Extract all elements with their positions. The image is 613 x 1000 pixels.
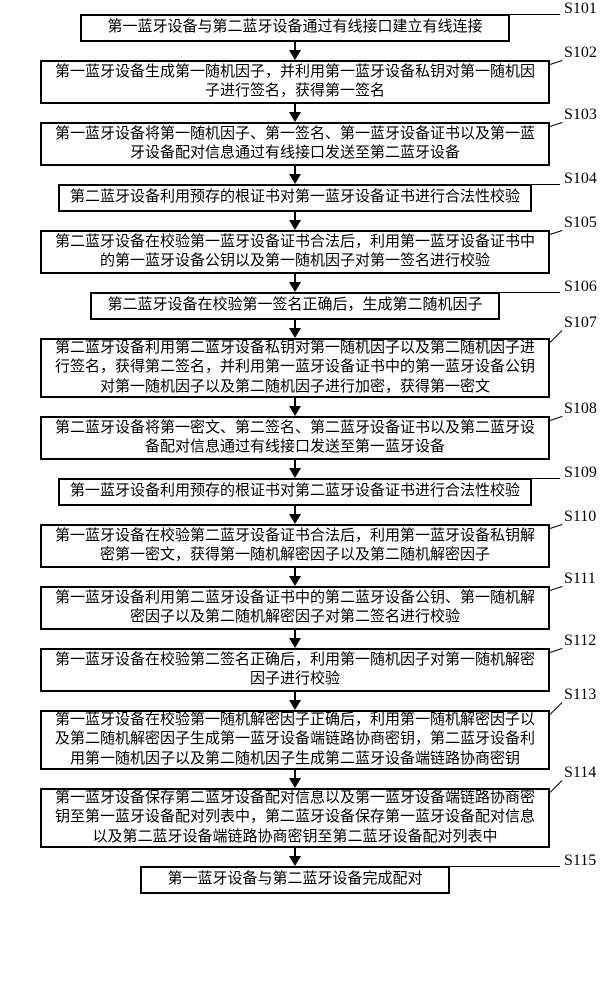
step-box-S107: 第二蓝牙设备利用第二蓝牙设备私钥对第一随机因子以及第二随机因子进行签名，获得第二… xyxy=(40,338,550,398)
step-text: 第一蓝牙设备生成第一随机因子，并利用第一蓝牙设备私钥对第一随机因子进行签名，获得… xyxy=(48,63,542,102)
step-box-S104: 第二蓝牙设备利用预存的根证书对第一蓝牙设备证书进行合法性校验 xyxy=(58,184,532,212)
step-label-S114: S114 xyxy=(564,764,596,782)
arrow-head-icon xyxy=(289,638,301,648)
step-text: 第一蓝牙设备在校验第二蓝牙设备证书合法后，利用第一蓝牙设备私钥解密第一密文，获得… xyxy=(48,527,542,566)
leader-line xyxy=(550,416,562,421)
arrow-head-icon xyxy=(289,50,301,60)
step-text: 第二蓝牙设备利用预存的根证书对第一蓝牙设备证书进行合法性校验 xyxy=(70,188,520,208)
leader-line xyxy=(550,780,563,793)
arrow-head-icon xyxy=(289,328,301,338)
step-text: 第一蓝牙设备保存第二蓝牙设备配对信息以及第一蓝牙设备端链路协商密钥至第一蓝牙设备… xyxy=(48,789,542,848)
leader-line xyxy=(550,330,563,343)
step-text: 第二蓝牙设备在校验第一签名正确后，生成第二随机因子 xyxy=(107,296,482,316)
leader-line xyxy=(550,648,562,653)
step-label-S107: S107 xyxy=(564,314,597,332)
step-label-S104: S104 xyxy=(564,170,597,188)
step-box-S113: 第一蓝牙设备在校验第一随机解密因子正确后，利用第一随机解密因子以及第二随机解密因… xyxy=(40,710,550,770)
step-text: 第一蓝牙设备在校验第一随机解密因子正确后，利用第一随机解密因子以及第二随机解密因… xyxy=(48,711,542,770)
leader-line xyxy=(550,60,562,65)
step-box-S115: 第一蓝牙设备与第二蓝牙设备完成配对 xyxy=(140,866,450,894)
step-box-S110: 第一蓝牙设备在校验第二蓝牙设备证书合法后，利用第一蓝牙设备私钥解密第一密文，获得… xyxy=(40,524,550,568)
step-text: 第一蓝牙设备将第一随机因子、第一签名、第一蓝牙设备证书以及第一蓝牙设备配对信息通… xyxy=(48,125,542,164)
step-label-S108: S108 xyxy=(564,400,597,418)
arrow-head-icon xyxy=(289,856,301,866)
step-label-S111: S111 xyxy=(564,570,596,588)
step-box-S112: 第一蓝牙设备在校验第二签名正确后，利用第一随机因子对第一随机解密因子进行校验 xyxy=(40,648,550,692)
leader-line xyxy=(532,184,560,185)
step-label-S110: S110 xyxy=(564,508,596,526)
step-box-S108: 第二蓝牙设备将第一密文、第二签名、第二蓝牙设备证书以及第二蓝牙设备配对信息通过有… xyxy=(40,416,550,460)
step-box-S106: 第二蓝牙设备在校验第一签名正确后，生成第二随机因子 xyxy=(90,292,500,320)
leader-line xyxy=(500,292,560,293)
step-text: 第一蓝牙设备与第二蓝牙设备通过有线接口建立有线连接 xyxy=(107,18,482,38)
leader-line xyxy=(550,586,562,591)
leader-line xyxy=(550,524,562,529)
step-box-S105: 第二蓝牙设备在校验第一蓝牙设备证书合法后，利用第一蓝牙设备证书中的第一蓝牙设备公… xyxy=(40,230,550,274)
arrow-head-icon xyxy=(289,406,301,416)
arrow-head-icon xyxy=(289,576,301,586)
arrow-head-icon xyxy=(289,514,301,524)
step-text: 第一蓝牙设备在校验第二签名正确后，利用第一随机因子对第一随机解密因子进行校验 xyxy=(48,651,542,690)
leader-line xyxy=(510,14,560,15)
step-box-S109: 第一蓝牙设备利用预存的根证书对第二蓝牙设备证书进行合法性校验 xyxy=(58,478,532,506)
leader-line xyxy=(550,702,563,715)
step-box-S111: 第一蓝牙设备利用第二蓝牙设备证书中的第二蓝牙设备公钥、第一随机解密因子以及第二随… xyxy=(40,586,550,630)
step-box-S114: 第一蓝牙设备保存第二蓝牙设备配对信息以及第一蓝牙设备端链路协商密钥至第一蓝牙设备… xyxy=(40,788,550,848)
step-label-S106: S106 xyxy=(564,278,597,296)
step-label-S115: S115 xyxy=(564,852,596,870)
arrow-head-icon xyxy=(289,778,301,788)
step-label-S102: S102 xyxy=(564,44,597,62)
arrow-head-icon xyxy=(289,282,301,292)
leader-line xyxy=(532,478,560,479)
arrow-head-icon xyxy=(289,700,301,710)
step-label-S105: S105 xyxy=(564,214,597,232)
step-label-S103: S103 xyxy=(564,106,597,124)
step-label-S112: S112 xyxy=(564,632,596,650)
arrow-head-icon xyxy=(289,468,301,478)
step-box-S101: 第一蓝牙设备与第二蓝牙设备通过有线接口建立有线连接 xyxy=(80,14,510,42)
leader-line xyxy=(550,122,562,127)
leader-line xyxy=(450,866,560,867)
flowchart-container: 第一蓝牙设备与第二蓝牙设备通过有线接口建立有线连接S101第一蓝牙设备生成第一随… xyxy=(0,0,613,10)
step-box-S102: 第一蓝牙设备生成第一随机因子，并利用第一蓝牙设备私钥对第一随机因子进行签名，获得… xyxy=(40,60,550,104)
step-label-S101: S101 xyxy=(564,0,597,18)
arrow-head-icon xyxy=(289,220,301,230)
step-text: 第二蓝牙设备在校验第一蓝牙设备证书合法后，利用第一蓝牙设备证书中的第一蓝牙设备公… xyxy=(48,233,542,272)
step-text: 第一蓝牙设备与第二蓝牙设备完成配对 xyxy=(167,870,422,890)
step-text: 第一蓝牙设备利用预存的根证书对第二蓝牙设备证书进行合法性校验 xyxy=(70,482,520,502)
step-text: 第二蓝牙设备将第一密文、第二签名、第二蓝牙设备证书以及第二蓝牙设备配对信息通过有… xyxy=(48,419,542,458)
arrow-head-icon xyxy=(289,112,301,122)
arrow-head-icon xyxy=(289,174,301,184)
step-label-S113: S113 xyxy=(564,686,596,704)
step-label-S109: S109 xyxy=(564,464,597,482)
step-text: 第二蓝牙设备利用第二蓝牙设备私钥对第一随机因子以及第二随机因子进行签名，获得第二… xyxy=(48,339,542,398)
step-text: 第一蓝牙设备利用第二蓝牙设备证书中的第二蓝牙设备公钥、第一随机解密因子以及第二随… xyxy=(48,589,542,628)
step-box-S103: 第一蓝牙设备将第一随机因子、第一签名、第一蓝牙设备证书以及第一蓝牙设备配对信息通… xyxy=(40,122,550,166)
leader-line xyxy=(550,230,562,235)
